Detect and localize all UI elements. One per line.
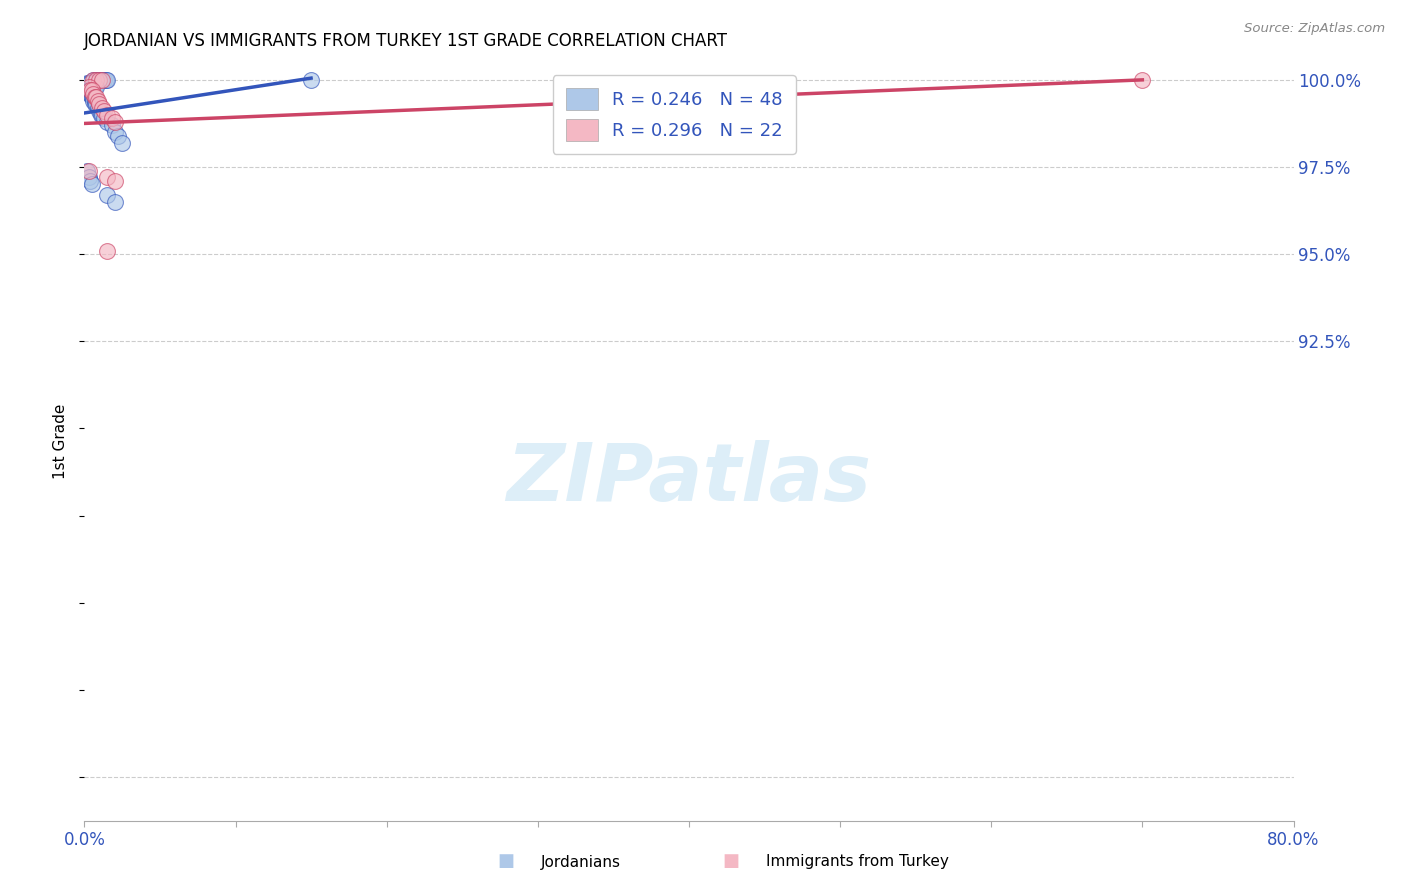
Point <box>1130 73 1153 87</box>
Point <box>299 73 322 87</box>
Point <box>76 163 98 178</box>
Point <box>82 79 104 94</box>
Point <box>96 73 118 87</box>
Point <box>91 73 114 87</box>
Point <box>93 112 115 126</box>
Text: Immigrants from Turkey: Immigrants from Turkey <box>766 854 949 869</box>
Point <box>91 101 114 115</box>
Point <box>76 76 98 90</box>
Point <box>87 94 110 108</box>
Point <box>84 94 107 108</box>
Point <box>94 73 117 87</box>
Text: Jordanians: Jordanians <box>541 855 621 870</box>
Point <box>86 79 108 94</box>
Point <box>79 174 101 188</box>
Point <box>96 244 118 258</box>
Point <box>77 87 100 101</box>
Point <box>77 163 100 178</box>
Text: JORDANIAN VS IMMIGRANTS FROM TURKEY 1ST GRADE CORRELATION CHART: JORDANIAN VS IMMIGRANTS FROM TURKEY 1ST … <box>84 32 728 50</box>
Point <box>86 90 108 104</box>
Point <box>87 73 110 87</box>
Point <box>77 83 100 97</box>
Point <box>82 73 104 87</box>
Point <box>82 73 104 87</box>
Point <box>80 83 103 97</box>
Point <box>82 90 104 104</box>
Point <box>96 188 118 202</box>
Point <box>91 73 114 87</box>
Y-axis label: 1st Grade: 1st Grade <box>52 404 67 479</box>
Point <box>86 73 108 87</box>
Point <box>79 76 101 90</box>
Point <box>104 194 127 209</box>
Point <box>84 79 107 94</box>
Text: ■: ■ <box>498 852 515 870</box>
Point <box>104 125 127 139</box>
Point <box>82 94 104 108</box>
Point <box>77 170 100 185</box>
Point <box>89 104 111 119</box>
Point <box>107 128 129 143</box>
Point <box>93 104 115 119</box>
Point <box>77 79 100 94</box>
Point <box>96 170 118 185</box>
Point <box>82 87 104 101</box>
Point <box>76 83 98 97</box>
Point <box>84 73 107 87</box>
Point <box>90 108 112 122</box>
Text: ■: ■ <box>723 852 740 870</box>
Point <box>80 79 103 94</box>
Point <box>87 101 110 115</box>
Point <box>79 83 101 97</box>
Point <box>79 83 101 97</box>
Text: Source: ZipAtlas.com: Source: ZipAtlas.com <box>1244 22 1385 36</box>
Point <box>77 76 100 90</box>
Point <box>100 118 122 132</box>
Point <box>86 73 108 87</box>
Point <box>89 97 111 112</box>
Point <box>80 178 103 192</box>
Point <box>84 97 107 112</box>
Point <box>104 174 127 188</box>
Point <box>104 114 127 128</box>
Point <box>96 108 118 122</box>
Point <box>93 73 115 87</box>
Point <box>80 87 103 101</box>
Point <box>91 108 114 122</box>
Point <box>90 73 112 87</box>
Point <box>89 73 111 87</box>
Legend: R = 0.246   N = 48, R = 0.296   N = 22: R = 0.246 N = 48, R = 0.296 N = 22 <box>553 75 796 153</box>
Point <box>86 97 108 112</box>
Point <box>96 114 118 128</box>
Point <box>100 112 122 126</box>
Point <box>84 90 107 104</box>
Text: ZIPatlas: ZIPatlas <box>506 441 872 518</box>
Point <box>80 90 103 104</box>
Point <box>79 87 101 101</box>
Point <box>89 73 111 87</box>
Point <box>111 136 134 150</box>
